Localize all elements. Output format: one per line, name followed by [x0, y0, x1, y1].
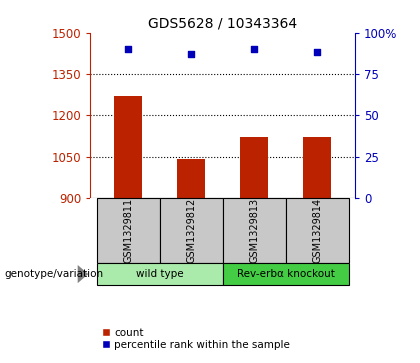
Polygon shape — [78, 265, 88, 283]
Bar — [303, 137, 331, 198]
Text: GSM1329813: GSM1329813 — [249, 198, 259, 263]
Point — [125, 46, 131, 52]
Point — [188, 51, 194, 57]
Text: genotype/variation: genotype/variation — [4, 269, 103, 279]
Bar — [223, 198, 286, 263]
Bar — [286, 198, 349, 263]
Title: GDS5628 / 10343364: GDS5628 / 10343364 — [148, 16, 297, 30]
Bar — [97, 263, 223, 285]
Bar — [97, 198, 160, 263]
Bar — [177, 159, 205, 198]
Text: Rev-erbα knockout: Rev-erbα knockout — [236, 269, 335, 279]
Bar — [160, 198, 223, 263]
Text: GSM1329814: GSM1329814 — [312, 198, 322, 263]
Text: GSM1329811: GSM1329811 — [123, 198, 133, 263]
Bar — [240, 137, 268, 198]
Legend: count, percentile rank within the sample: count, percentile rank within the sample — [97, 324, 294, 354]
Point — [251, 46, 257, 52]
Bar — [223, 263, 349, 285]
Point — [314, 50, 320, 56]
Text: GSM1329812: GSM1329812 — [186, 198, 196, 263]
Bar — [114, 96, 142, 198]
Text: wild type: wild type — [136, 269, 184, 279]
